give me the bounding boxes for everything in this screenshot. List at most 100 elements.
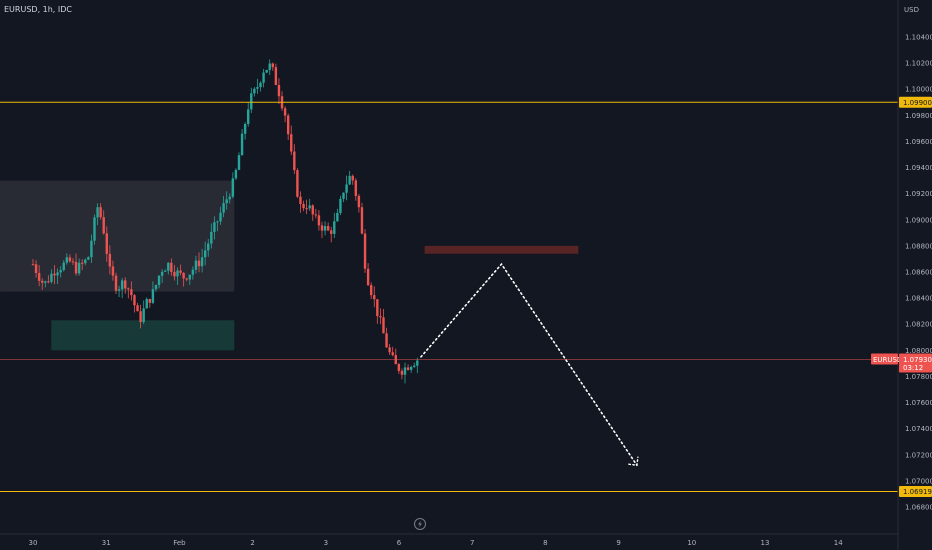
candle-down <box>274 67 278 85</box>
candle-up <box>142 308 145 323</box>
projection-layer <box>420 262 639 467</box>
candle-down <box>397 364 401 371</box>
price-tick-label: 1.07400 <box>905 425 932 433</box>
projection-arrowhead <box>628 456 639 467</box>
candle-down <box>366 268 370 286</box>
price-tick-label: 1.09800 <box>905 112 932 120</box>
candle-down <box>302 203 305 209</box>
candle-down <box>299 196 302 204</box>
candle-up <box>87 257 90 260</box>
candle-up <box>191 269 195 275</box>
candle-up <box>77 262 81 274</box>
candle-down <box>388 347 391 353</box>
candle-down <box>290 134 293 152</box>
candle-down <box>391 352 394 356</box>
demand-zone[interactable] <box>51 320 235 351</box>
candle-up <box>90 240 93 258</box>
price-tick-label: 1.10200 <box>905 60 932 68</box>
candle-down <box>108 253 112 267</box>
candle-up <box>268 63 271 70</box>
time-tick-label: 3 <box>324 539 328 547</box>
range-box[interactable] <box>0 180 235 292</box>
candle-up <box>416 360 419 366</box>
price-tick-label: 1.07600 <box>905 399 932 407</box>
projection-path[interactable] <box>420 262 638 467</box>
candle-down <box>376 299 379 317</box>
candle-up <box>231 178 235 197</box>
candle-down <box>314 214 318 216</box>
candle-up <box>96 207 99 218</box>
candle-down <box>41 280 44 283</box>
time-axis[interactable]: 30 31 Feb 2 3 6 7 8 9 10 13 14 <box>29 539 844 547</box>
candle-up <box>216 221 219 223</box>
candle-up <box>65 257 69 263</box>
candle-up <box>250 93 253 110</box>
candle-up <box>157 275 161 285</box>
candle-down <box>373 295 376 300</box>
candle-down <box>80 262 84 264</box>
candle-down <box>320 225 324 231</box>
price-tick-label: 1.10000 <box>905 86 932 94</box>
candle-up <box>262 72 265 83</box>
candle-up <box>145 298 148 309</box>
candle-down <box>326 226 330 231</box>
price-axis[interactable]: 1.10400 1.10200 1.10000 1.09800 1.09600 1.094… <box>905 34 932 512</box>
current-price-label-bg <box>899 353 932 373</box>
lightning-icon[interactable] <box>414 518 426 530</box>
candle-down <box>271 63 275 68</box>
candle-down <box>114 275 118 291</box>
candle-up <box>62 262 65 270</box>
candle-up <box>247 109 250 124</box>
candle-down <box>293 151 296 171</box>
candle-up <box>265 69 268 73</box>
candle-up <box>409 366 413 370</box>
symbol-badge: EURUSD <box>873 356 902 364</box>
currency-label: USD <box>904 6 919 14</box>
time-tick-label: 31 <box>102 539 111 547</box>
countdown-timer: 03:12 <box>903 364 923 372</box>
candle-up <box>240 133 244 156</box>
candle-down <box>185 278 188 280</box>
candle-down <box>277 84 281 97</box>
candle-up <box>342 192 345 199</box>
candle-up <box>339 198 342 213</box>
candle-down <box>37 273 41 281</box>
candle-down <box>170 262 173 272</box>
price-tick-label: 1.06800 <box>905 504 932 512</box>
chart-title: EURUSD, 1h, IDC <box>4 5 72 14</box>
price-tick-label: 1.08000 <box>905 347 932 355</box>
price-tick-label: 1.09000 <box>905 216 932 224</box>
candle-up <box>93 217 96 241</box>
candle-down <box>139 311 142 323</box>
candle-down <box>179 270 182 273</box>
candle-down <box>68 257 72 262</box>
candle-down <box>111 266 115 276</box>
candle-up <box>194 260 198 270</box>
supply-zone[interactable] <box>424 245 579 254</box>
candle-up <box>210 231 213 244</box>
candle-up <box>151 289 155 303</box>
price-tick-label: 1.07800 <box>905 373 932 381</box>
candle-down <box>102 217 105 234</box>
candle-up <box>160 271 164 276</box>
candles-layer <box>31 59 419 384</box>
price-tick-label: 1.09200 <box>905 190 932 198</box>
time-tick-label: 10 <box>687 539 696 547</box>
candle-up <box>348 175 351 185</box>
candle-up <box>259 82 262 88</box>
candle-down <box>71 261 75 263</box>
candle-down <box>354 180 358 196</box>
price-tick-label: 1.09600 <box>905 138 932 146</box>
candle-up <box>200 257 204 267</box>
candle-up <box>237 155 241 170</box>
candle-up <box>117 289 121 291</box>
candle-up <box>345 184 348 193</box>
lower-level-label-bg <box>899 485 932 497</box>
candle-down <box>311 205 314 215</box>
candle-up <box>403 367 407 375</box>
candle-down <box>385 333 388 348</box>
candle-up <box>176 270 179 277</box>
time-tick-label: 6 <box>397 539 402 547</box>
